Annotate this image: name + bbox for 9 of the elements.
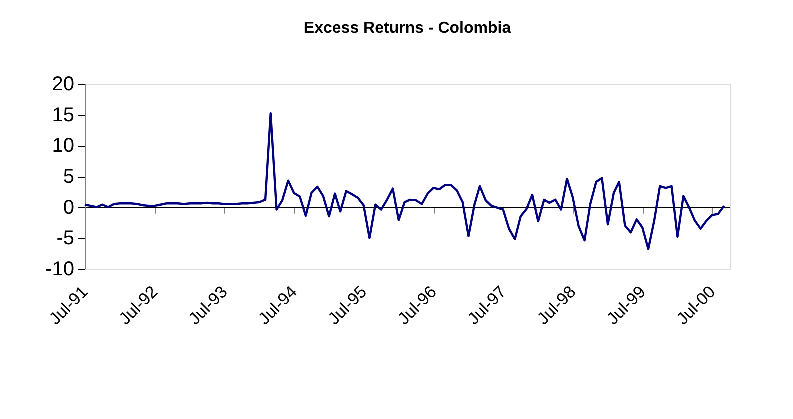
y-tick-label: 5	[63, 166, 74, 188]
y-tick-label: 0	[63, 196, 74, 219]
y-tick-label: -5	[56, 228, 74, 250]
line-series	[84, 112, 726, 250]
chart-title: Excess Returns - Colombia	[304, 20, 512, 37]
y-tick-label: 10	[52, 135, 74, 158]
y-tick-label: -10	[46, 258, 74, 280]
y-tick-label: 15	[52, 104, 74, 126]
y-tick-label: 20	[52, 74, 74, 96]
